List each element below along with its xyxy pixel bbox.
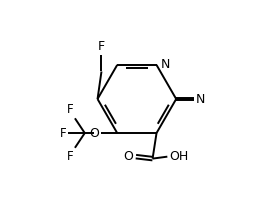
Text: N: N [161,58,170,71]
Text: F: F [67,150,74,163]
Text: F: F [60,127,67,140]
Text: F: F [67,103,74,116]
Text: OH: OH [169,150,189,163]
Text: O: O [90,127,100,140]
Text: F: F [98,40,105,53]
Text: O: O [124,150,134,163]
Text: N: N [196,92,206,106]
